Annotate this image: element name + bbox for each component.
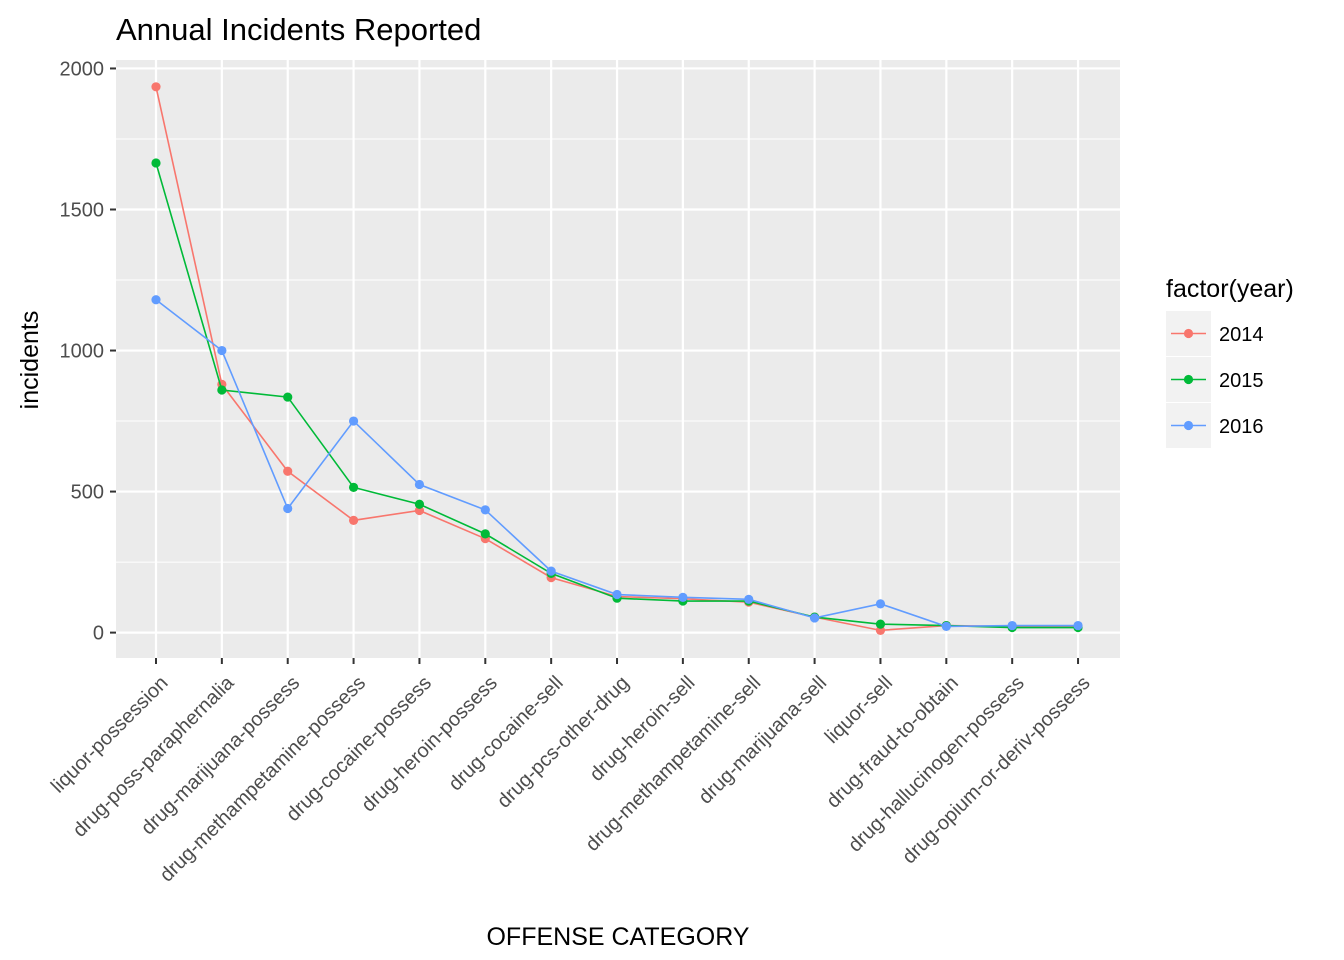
x-tick-label: drug-marijuana-sell [695, 672, 832, 809]
x-tick-label: liquor-possession [47, 672, 173, 798]
series-layer [151, 82, 1083, 635]
data-point-2015 [480, 529, 490, 539]
y-axis: 0 500 1000 1500 2000 [60, 58, 116, 645]
data-point-2015 [283, 392, 293, 402]
data-point-2014 [151, 82, 161, 92]
legend-key-point [1183, 374, 1194, 385]
data-point-2016 [414, 479, 425, 490]
data-point-2016 [875, 599, 886, 609]
data-point-2015 [414, 499, 425, 509]
data-point-2015 [217, 385, 227, 395]
data-point-2016 [1073, 620, 1083, 631]
data-point-2016 [480, 505, 490, 515]
data-point-2016 [1007, 620, 1017, 631]
data-point-2014 [283, 466, 293, 476]
data-point-2015 [875, 619, 886, 629]
legend-item-2014: 2014 [1166, 311, 1264, 356]
legend-key-point [1183, 328, 1194, 339]
data-point-2016 [151, 295, 161, 305]
data-point-2016 [678, 592, 688, 602]
data-point-2016 [348, 416, 359, 426]
x-axis: liquor-possessiondrug-poss-paraphernalia… [47, 658, 1095, 886]
data-point-2016 [810, 613, 820, 623]
data-point-2016 [612, 589, 622, 600]
y-tick-label: 1500 [60, 200, 105, 222]
chart-title: Annual Incidents Reported [116, 12, 481, 47]
legend-items: 2014 2015 2016 [1166, 311, 1264, 448]
x-tick-label: drug-cocaine-sell [444, 672, 567, 795]
grid-major [116, 60, 1120, 658]
data-point-2016 [941, 621, 951, 632]
y-tick-label: 2000 [60, 58, 105, 80]
legend-label: 2016 [1219, 416, 1264, 438]
data-point-2016 [546, 566, 556, 576]
data-point-2015 [151, 158, 161, 168]
legend-title: factor(year) [1166, 275, 1294, 303]
y-axis-title: incidents [16, 311, 44, 410]
series-2016 [151, 295, 1083, 632]
data-point-2015 [348, 482, 359, 492]
legend-label: 2014 [1219, 324, 1264, 346]
data-point-2016 [744, 594, 754, 604]
data-point-2016 [217, 345, 227, 356]
legend-key-point [1183, 420, 1194, 431]
x-axis-title: OFFENSE CATEGORY [486, 923, 749, 951]
data-point-2016 [283, 503, 293, 514]
data-point-2014 [348, 515, 359, 525]
legend-item-2016: 2016 [1166, 403, 1264, 448]
legend-item-2015: 2015 [1166, 357, 1264, 402]
y-tick-label: 1000 [60, 341, 105, 363]
y-tick-label: 0 [93, 623, 104, 645]
legend: factor(year) 2014 2015 2016 [1166, 275, 1294, 448]
y-tick-label: 500 [71, 482, 104, 504]
legend-label: 2015 [1219, 370, 1264, 392]
